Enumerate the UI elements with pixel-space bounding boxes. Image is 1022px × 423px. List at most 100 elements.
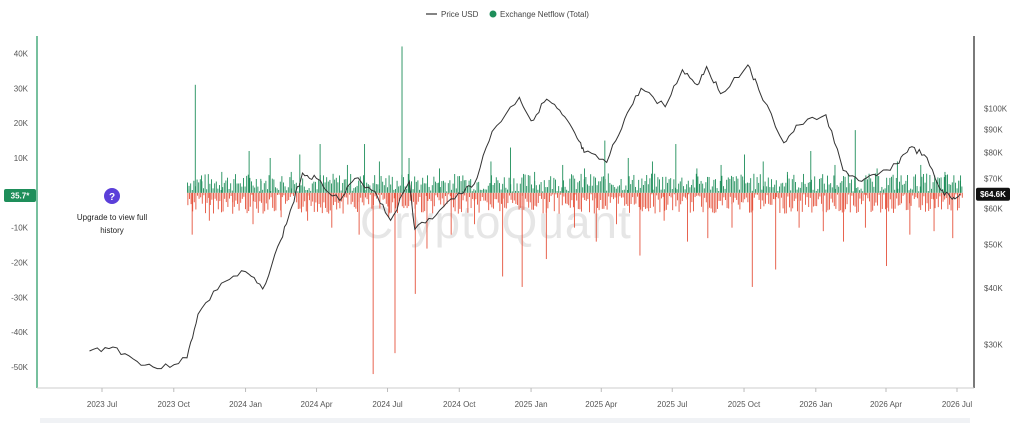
netflow-bar-minor xyxy=(767,177,769,193)
netflow-bar-minor xyxy=(934,192,936,209)
netflow-bar-minor xyxy=(687,180,689,193)
netflow-bar-minor xyxy=(649,192,651,208)
netflow-bar-minor xyxy=(823,183,825,193)
netflow-bar-minor xyxy=(678,183,680,193)
netflow-bar xyxy=(188,185,190,193)
netflow-bar xyxy=(786,171,788,193)
netflow-bar-minor xyxy=(710,189,712,193)
netflow-bar-minor xyxy=(499,192,501,212)
netflow-bar-minor xyxy=(230,183,232,193)
netflow-bar-minor xyxy=(253,192,254,202)
netflow-bar-minor xyxy=(249,177,251,193)
netflow-bar-minor xyxy=(841,192,843,213)
netflow-bar-minor xyxy=(769,192,771,205)
netflow-bar-minor xyxy=(836,185,838,193)
netflow-bar-minor xyxy=(420,184,422,193)
netflow-bar-minor xyxy=(597,192,598,208)
netflow-bar-minor xyxy=(579,192,581,210)
netflow-bar-minor xyxy=(259,192,261,202)
netflow-bar-minor xyxy=(435,192,437,196)
netflow-bar-minor xyxy=(813,192,814,207)
netflow-bar-minor xyxy=(931,192,933,199)
netflow-bar-minor xyxy=(483,188,484,193)
netflow-bar-minor xyxy=(339,175,340,193)
netflow-bar xyxy=(248,151,250,193)
netflow-bar-minor xyxy=(278,192,280,195)
netflow-bar-minor xyxy=(262,189,264,193)
netflow-bar-minor xyxy=(776,192,778,198)
upgrade-line-1[interactable]: Upgrade to view full xyxy=(77,213,147,222)
netflow-bar-minor xyxy=(701,192,702,207)
netflow-bar-minor xyxy=(712,192,714,213)
netflow-bar-minor xyxy=(357,192,358,212)
netflow-bar xyxy=(346,164,348,193)
netflow-bar-minor xyxy=(566,189,568,193)
netflow-bar-minor xyxy=(287,187,289,193)
x-tick-label: 2023 Jul xyxy=(87,400,117,409)
netflow-bar-minor xyxy=(657,177,659,193)
upgrade-line-2[interactable]: history xyxy=(100,226,124,235)
netflow-bar-minor xyxy=(205,192,206,214)
netflow-bar-minor xyxy=(720,192,722,201)
netflow-bar-minor xyxy=(283,182,284,193)
netflow-bar-minor xyxy=(633,192,635,205)
netflow-bar-minor xyxy=(905,192,907,211)
netflow-bar-minor xyxy=(468,180,470,193)
netflow-bar-minor xyxy=(518,192,520,210)
range-scroller[interactable] xyxy=(40,418,970,423)
netflow-bar-minor xyxy=(289,177,291,193)
netflow-bar-minor xyxy=(209,192,211,205)
netflow-bar-minor xyxy=(789,192,790,208)
netflow-bar-minor xyxy=(245,192,246,210)
netflow-bar-minor xyxy=(812,189,814,193)
question-icon[interactable] xyxy=(104,188,120,204)
netflow-bar-minor xyxy=(521,177,523,193)
netflow-bar-minor xyxy=(766,192,768,196)
netflow-bar-minor xyxy=(885,192,886,210)
netflow-bar-minor xyxy=(494,183,496,193)
netflow-bar-minor xyxy=(703,188,705,193)
netflow-bar-minor xyxy=(929,192,931,209)
legend-netflow-label[interactable]: Exchange Netflow (Total) xyxy=(500,10,589,19)
netflow-bar-minor xyxy=(804,183,806,193)
netflow-bar-minor xyxy=(614,192,616,198)
netflow-bar-minor xyxy=(936,192,938,199)
netflow-bar-minor xyxy=(643,185,644,193)
netflow-bars xyxy=(187,46,963,375)
netflow-bar-minor xyxy=(427,175,428,193)
netflow-bar-minor xyxy=(736,192,738,200)
netflow-bar-minor xyxy=(798,187,800,193)
netflow-bar-minor xyxy=(587,192,589,200)
netflow-bar xyxy=(896,161,898,193)
netflow-bar-minor xyxy=(725,192,726,201)
netflow-bar-minor xyxy=(950,184,952,193)
netflow-bar-minor xyxy=(907,192,909,210)
netflow-bar-minor xyxy=(353,188,355,193)
netflow-bar-minor xyxy=(929,174,931,193)
netflow-bar-minor xyxy=(811,179,812,193)
upgrade-notice[interactable]: ? Upgrade to view full history xyxy=(77,188,147,235)
netflow-bar-minor xyxy=(398,192,400,202)
netflow-bar-minor xyxy=(943,177,945,193)
netflow-bar-minor xyxy=(552,192,554,195)
netflow-bar-minor xyxy=(443,180,444,193)
netflow-bar-minor xyxy=(264,192,266,212)
netflow-bar-minor xyxy=(478,192,480,213)
netflow-bar-minor xyxy=(553,177,555,193)
netflow-bar-minor xyxy=(814,192,816,206)
netflow-bar-minor xyxy=(721,192,723,206)
netflow-bar-minor xyxy=(307,189,308,193)
netflow-bar-minor xyxy=(345,192,347,198)
netflow-bar-minor xyxy=(927,191,929,193)
netflow-bar-minor xyxy=(568,192,570,206)
netflow-bar-minor xyxy=(685,192,686,198)
netflow-bar-minor xyxy=(297,191,299,193)
x-tick-label: 2026 Jan xyxy=(799,400,832,409)
netflow-bar-minor xyxy=(643,192,645,208)
netflow-bar xyxy=(720,164,722,193)
netflow-bar-minor xyxy=(544,192,546,200)
netflow-bar-minor xyxy=(428,186,430,193)
legend-price-label[interactable]: Price USD xyxy=(441,10,479,19)
netflow-bar-minor xyxy=(629,192,630,213)
netflow-bar-minor xyxy=(782,192,784,209)
